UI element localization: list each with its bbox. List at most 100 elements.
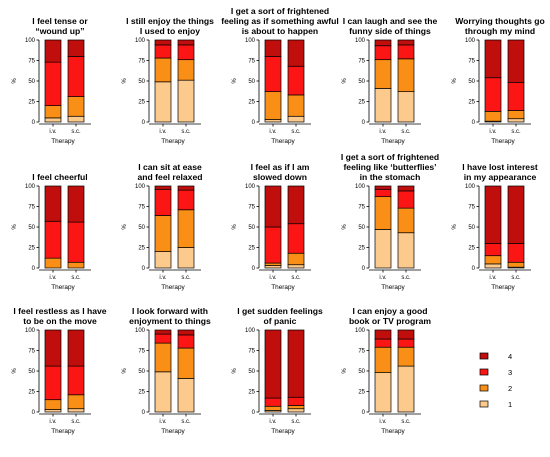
x-tick-label: s.c. bbox=[511, 129, 521, 135]
y-tick-label: 0 bbox=[32, 120, 36, 126]
chart-title-line: I get a sort of frightened bbox=[231, 6, 329, 16]
y-tick-label: 100 bbox=[245, 184, 256, 190]
y-tick-label: 25 bbox=[358, 100, 365, 106]
bar-segment-2 bbox=[67, 261, 85, 269]
bar-segment-4 bbox=[374, 329, 392, 340]
y-tick-label: 75 bbox=[138, 59, 145, 65]
x-axis-label: Therapy bbox=[491, 138, 515, 145]
y-tick-label: 50 bbox=[248, 79, 255, 85]
bar-segment-3 bbox=[397, 338, 415, 348]
x-tick-label: i.v. bbox=[159, 129, 167, 135]
y-tick-label: 0 bbox=[142, 120, 146, 126]
y-tick-label: 50 bbox=[358, 225, 365, 231]
x-tick-label: s.c. bbox=[181, 419, 191, 425]
y-axis-label: % bbox=[452, 224, 458, 230]
y-tick-label: 0 bbox=[252, 120, 256, 126]
chart-title-line: I feel tense or bbox=[32, 16, 88, 26]
y-tick-label: 25 bbox=[248, 390, 255, 396]
y-tick-label: 100 bbox=[135, 184, 146, 190]
bar-segment-4 bbox=[397, 185, 415, 192]
bar-segment-4 bbox=[177, 39, 195, 46]
chart-title-line: in my appearance bbox=[464, 172, 537, 182]
y-tick-label: 50 bbox=[468, 225, 475, 231]
bar-segment-4 bbox=[44, 39, 62, 63]
x-tick-label: s.c. bbox=[181, 275, 191, 281]
y-axis-label: % bbox=[12, 224, 18, 230]
y-tick-label: 50 bbox=[28, 79, 35, 85]
x-tick-label: s.c. bbox=[291, 275, 301, 281]
bar-segment-2 bbox=[177, 59, 195, 81]
x-tick-label: i.v. bbox=[379, 129, 387, 135]
y-tick-label: 0 bbox=[142, 410, 146, 416]
bar-segment-4 bbox=[177, 185, 195, 191]
bar-segment-1 bbox=[397, 91, 415, 123]
bar-segment-2 bbox=[67, 96, 85, 117]
bar-segment-1 bbox=[374, 88, 392, 123]
bar-segment-3 bbox=[44, 220, 62, 259]
x-tick-label: i.v. bbox=[379, 419, 387, 425]
x-axis-label: Therapy bbox=[161, 138, 185, 145]
bar-segment-1 bbox=[287, 264, 305, 269]
y-tick-label: 0 bbox=[472, 120, 476, 126]
bar-segment-1 bbox=[287, 115, 305, 123]
y-tick-label: 50 bbox=[248, 225, 255, 231]
bar-segment-2 bbox=[287, 94, 305, 117]
y-axis-label: % bbox=[232, 78, 238, 84]
y-tick-label: 25 bbox=[28, 100, 35, 106]
y-tick-label: 75 bbox=[358, 205, 365, 211]
chart-title-line: I can laugh and see the bbox=[343, 16, 438, 26]
y-tick-label: 25 bbox=[468, 100, 475, 106]
bar-segment-1 bbox=[67, 115, 85, 123]
chart-title-line: funny side of things bbox=[349, 26, 431, 36]
chart-title-line: I still enjoy the things bbox=[126, 16, 214, 26]
bar-segment-2 bbox=[374, 196, 392, 230]
x-axis-label: Therapy bbox=[161, 428, 185, 435]
bar-segment-3 bbox=[397, 44, 415, 60]
bar-segment-3 bbox=[44, 365, 62, 401]
bar-segment-3 bbox=[374, 338, 392, 348]
bar-segment-3 bbox=[287, 396, 305, 406]
y-tick-label: 75 bbox=[468, 205, 475, 211]
bar-segment-4 bbox=[397, 329, 415, 340]
bar-segment-1 bbox=[44, 117, 62, 123]
bar-segment-2 bbox=[154, 215, 172, 252]
bar-segment-1 bbox=[507, 118, 525, 123]
bar-segment-4 bbox=[154, 185, 172, 190]
x-tick-label: i.v. bbox=[269, 419, 277, 425]
y-tick-label: 100 bbox=[465, 38, 476, 44]
bar-segment-4 bbox=[287, 39, 305, 67]
y-tick-label: 75 bbox=[138, 349, 145, 355]
bar-segment-1 bbox=[177, 79, 195, 123]
x-tick-label: s.c. bbox=[71, 275, 81, 281]
chart-title-line: book or TV program bbox=[349, 316, 431, 326]
chart-title-line: I can sit at ease bbox=[138, 162, 202, 172]
y-tick-label: 25 bbox=[138, 100, 145, 106]
y-tick-label: 50 bbox=[138, 79, 145, 85]
bar-segment-4 bbox=[484, 185, 502, 244]
y-tick-label: 100 bbox=[355, 328, 366, 334]
chart-title-line: I have lost interest bbox=[462, 162, 538, 172]
y-tick-label: 100 bbox=[245, 38, 256, 44]
bar-segment-3 bbox=[264, 56, 282, 93]
bar-segment-4 bbox=[177, 329, 195, 336]
y-tick-label: 25 bbox=[138, 390, 145, 396]
chart-title-line: I feel cheerful bbox=[32, 172, 87, 182]
bar-segment-3 bbox=[154, 333, 172, 344]
bar-segment-2 bbox=[264, 405, 282, 411]
y-tick-label: 100 bbox=[25, 328, 36, 334]
bar-segment-1 bbox=[484, 263, 502, 269]
chart-title-line: through my mind bbox=[465, 26, 535, 36]
y-tick-label: 25 bbox=[28, 390, 35, 396]
bar-segment-3 bbox=[507, 82, 525, 111]
bar-segment-1 bbox=[177, 247, 195, 269]
y-tick-label: 50 bbox=[468, 79, 475, 85]
bar-segment-4 bbox=[154, 329, 172, 335]
y-tick-label: 50 bbox=[358, 79, 365, 85]
x-tick-label: i.v. bbox=[269, 275, 277, 281]
x-axis-label: Therapy bbox=[271, 138, 295, 145]
